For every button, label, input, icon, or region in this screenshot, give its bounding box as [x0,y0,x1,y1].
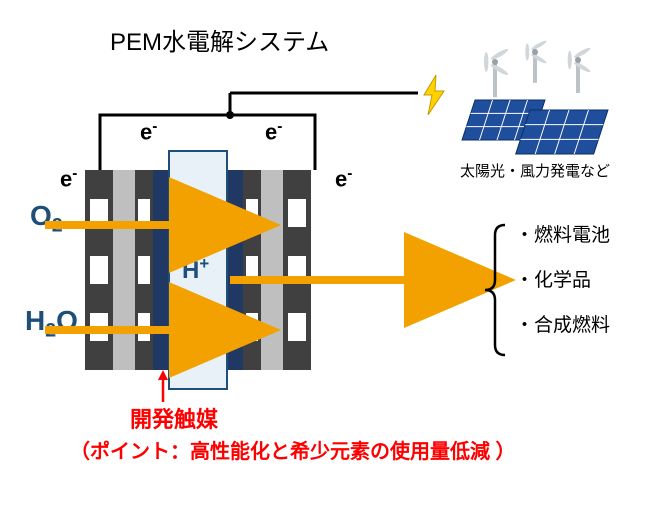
point-label: （ポイント：高性能化と希少元素の使用量低減 ） [70,435,516,464]
catalyst-callout-arrow [0,0,650,505]
catalyst-label: 開発触媒 [130,402,218,434]
